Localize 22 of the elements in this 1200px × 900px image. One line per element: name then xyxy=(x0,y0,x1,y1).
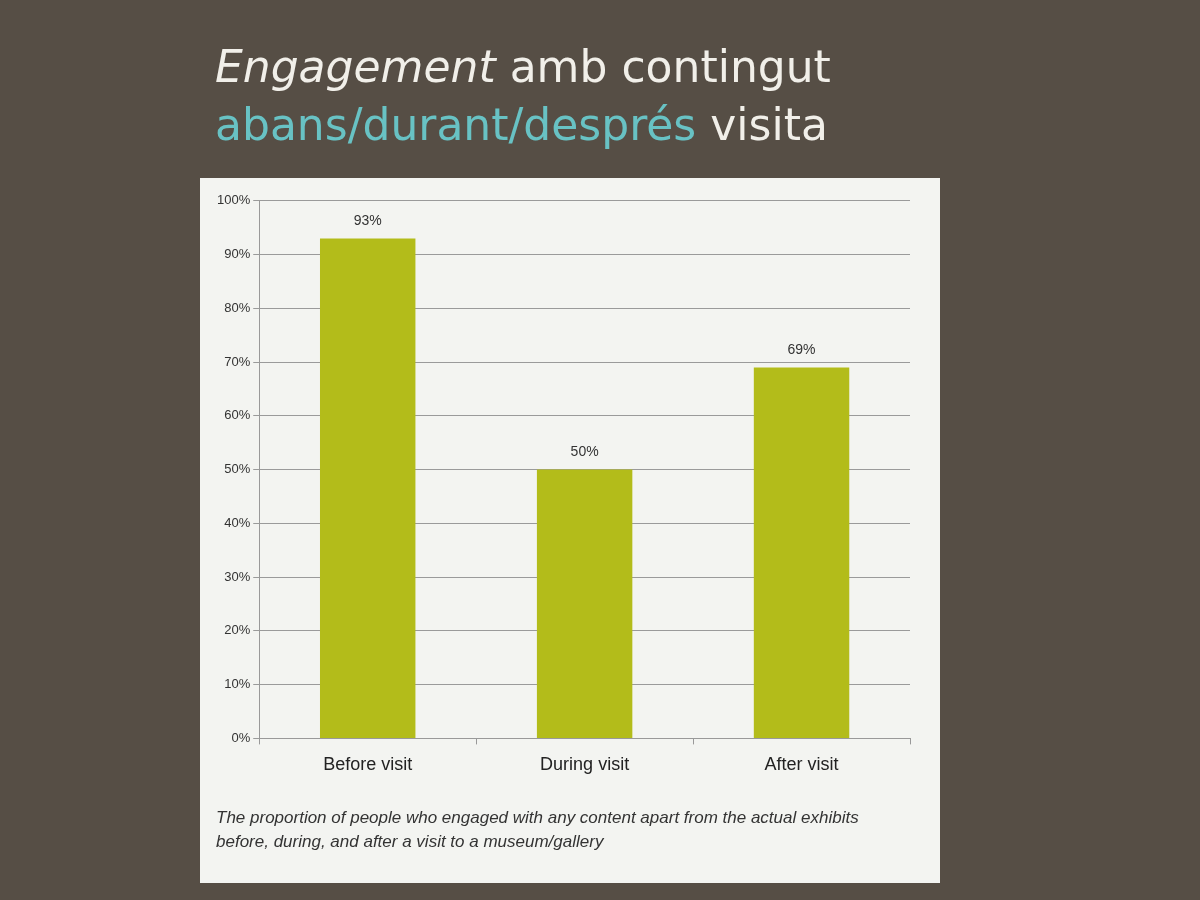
y-tick-label: 40% xyxy=(224,514,251,530)
y-tick-label: 70% xyxy=(224,353,251,369)
x-tick-label: Before visit xyxy=(323,754,413,775)
data-label: 50% xyxy=(570,443,599,460)
bar xyxy=(753,367,850,738)
x-tick-label: During visit xyxy=(540,754,630,775)
y-tick-label: 10% xyxy=(224,676,251,692)
y-tick-label: 30% xyxy=(224,568,251,584)
y-tick-label: 20% xyxy=(224,622,251,638)
y-tick-label: 60% xyxy=(224,407,251,423)
chart-title: Engagement amb contingut abans/durant/després visita xyxy=(215,41,831,150)
y-tick-label: 90% xyxy=(224,246,251,262)
bar xyxy=(536,469,633,738)
data-label: 69% xyxy=(787,341,816,358)
text: The proportion of people who engaged with any content apart from the actual exhibits before, during, and after a visit to a museum/gallery xyxy=(216,807,860,853)
data-label: 93% xyxy=(353,212,382,229)
y-tick-label: 50% xyxy=(224,461,251,477)
y-tick-label: 0% xyxy=(231,729,251,745)
x-tick-label: After visit xyxy=(764,754,839,775)
bar xyxy=(319,238,416,738)
y-tick-label: 80% xyxy=(224,299,251,315)
y-tick-label: 100% xyxy=(217,192,251,208)
